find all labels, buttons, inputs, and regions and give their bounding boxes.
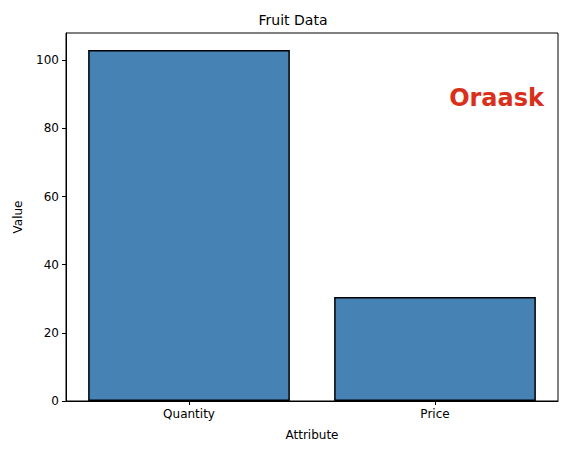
svg-text:20: 20 (44, 326, 59, 340)
svg-text:0: 0 (51, 394, 59, 408)
svg-text:Oraask: Oraask (449, 84, 545, 112)
svg-text:80: 80 (44, 121, 59, 135)
svg-text:Price: Price (420, 407, 449, 421)
svg-text:60: 60 (44, 190, 59, 204)
svg-text:Attribute: Attribute (286, 428, 339, 442)
svg-text:100: 100 (36, 53, 59, 67)
svg-text:Quantity: Quantity (163, 407, 215, 421)
svg-text:Fruit Data: Fruit Data (259, 12, 328, 28)
svg-text:40: 40 (44, 258, 59, 272)
svg-text:Value: Value (11, 201, 25, 234)
